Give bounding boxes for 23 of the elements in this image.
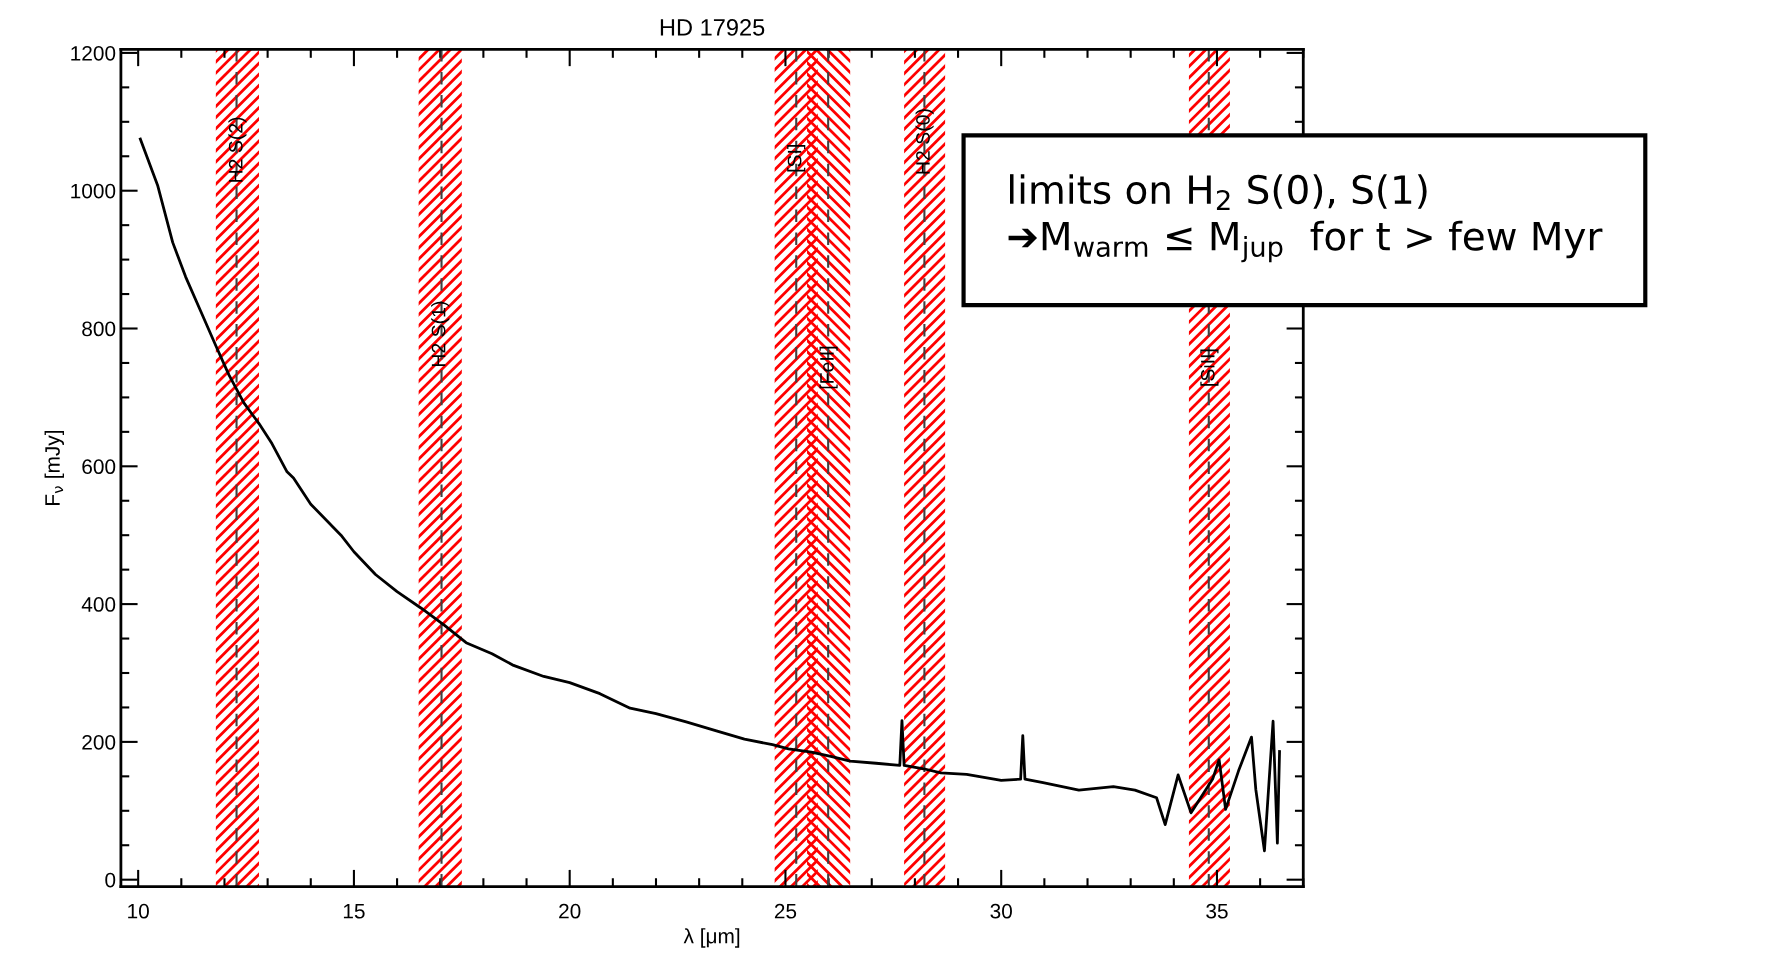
x-tick-label: 15 (343, 904, 365, 919)
y-tick-label: 800 (82, 321, 116, 337)
y-tick-label: 1200 (71, 45, 116, 61)
band-label: [SI] (787, 145, 806, 172)
text: limits on H$_{2}$ S(0), S(1) ➔M$_{warm}$ ≤ M$_{jup}$ for t > few Myr (1008, 174, 1603, 263)
x-tick-label: 25 (774, 903, 797, 919)
y-tick-label: 200 (82, 734, 116, 750)
x-tick-label: 10 (128, 903, 149, 919)
x-tick-label: 20 (559, 903, 581, 919)
x-tick-label: 30 (990, 903, 1012, 919)
band-label: [FeII] (819, 346, 838, 389)
band-label: H2 S(0) (915, 109, 934, 174)
y-axis-title: F$_{ν}$ [mJy] (44, 430, 64, 505)
y-tick-label: 0 (105, 872, 116, 888)
band-label: H2 S(1) (431, 301, 450, 366)
chart-title: HD 17925 (660, 19, 765, 36)
x-axis-title: λ [μm] (683, 928, 740, 948)
band-label: H2 S(2) (228, 117, 247, 182)
y-tick-label: 400 (81, 597, 116, 612)
band-label: [SiII] (1200, 349, 1219, 386)
x-tick-label: 35 (1206, 903, 1228, 919)
y-tick-label: 1000 (71, 183, 116, 199)
y-tick-label: 600 (82, 459, 116, 475)
